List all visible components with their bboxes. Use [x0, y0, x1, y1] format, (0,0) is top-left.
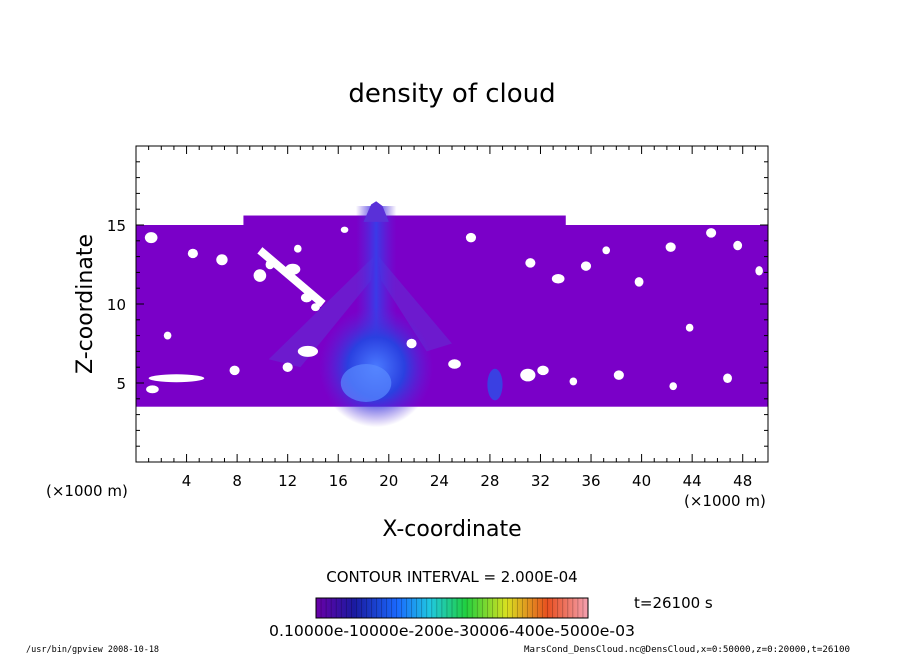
x-tick-label: 8	[232, 472, 242, 490]
cloud-gap-28	[613, 370, 624, 380]
y-tick-label: 5	[116, 375, 126, 393]
colorbar-levels	[320, 598, 584, 618]
cloud-gap-27	[569, 377, 578, 386]
cloud-gap-0	[144, 232, 158, 244]
cloud-top-strip	[243, 215, 566, 225]
x-tick-label: 4	[182, 472, 192, 490]
cloud-gap-10	[551, 273, 565, 284]
axis-ticks	[136, 146, 768, 462]
cloud-gap-19	[146, 385, 159, 394]
x-tick-label: 20	[379, 472, 398, 490]
cloud-gap-7	[311, 303, 320, 312]
cloud-gap-18	[148, 374, 205, 383]
cloud-gap-1	[187, 248, 198, 259]
cloud-field-region	[136, 225, 768, 407]
cloud-gap-30	[723, 373, 732, 384]
cloud-gap-14	[665, 242, 676, 252]
cloud-gap-24	[448, 359, 461, 369]
y-tick-label: 10	[107, 296, 126, 314]
chart-title: density of cloud	[348, 79, 555, 109]
cloud-core-bright	[340, 364, 392, 402]
cloud-gap-20	[297, 345, 319, 357]
x-tick-label: 16	[329, 472, 348, 490]
cloud-gap-34	[340, 226, 349, 233]
cloud-gap-26	[537, 365, 549, 376]
cloud-gap-16	[733, 240, 743, 251]
x-tick-label: 12	[278, 472, 297, 490]
x-tick-label: 40	[632, 472, 651, 490]
cloud-gap-12	[602, 246, 610, 255]
x-tick-label: 28	[480, 472, 499, 490]
x-unit-right: (×1000 m)	[684, 492, 766, 510]
x-tick-label: 48	[733, 472, 752, 490]
cloud-gap-15	[706, 228, 717, 238]
cloud-gap-33	[294, 244, 302, 253]
x-tick-label: 44	[683, 472, 702, 490]
cloud-gap-29	[669, 382, 677, 391]
cloud-top-peak	[363, 201, 389, 222]
x-tick-label: 24	[430, 472, 449, 490]
y-tick-label: 15	[107, 217, 126, 235]
cloud-gap-3	[253, 269, 267, 282]
x-tick-label: 32	[531, 472, 550, 490]
cloud-gap-25	[520, 368, 536, 382]
cloud-gap-13	[634, 277, 644, 287]
cloud-gap-21	[282, 362, 293, 372]
cloud-gap-17	[755, 266, 763, 276]
cloud-gap-22	[229, 365, 240, 376]
x-axis-label: X-coordinate	[382, 517, 521, 542]
cloud-gap-streak	[257, 247, 326, 308]
cloud-spot-x28	[487, 368, 503, 401]
colorbar-tick-labels: 0.10000e-10000e-200e-30006-400e-5000e-03	[269, 622, 635, 640]
footer-program: /usr/bin/gpview 2008-10-18	[26, 645, 159, 654]
cloud-wing-right	[378, 256, 452, 352]
x-unit-left: (×1000 m)	[46, 482, 128, 500]
y-tick-labels: 5 10 15	[107, 217, 126, 393]
cloud-gap-9	[525, 258, 536, 268]
cloud-gap-23	[406, 338, 417, 349]
cloud-gap-11	[580, 261, 592, 271]
cloud-gap-2	[216, 254, 228, 266]
y-axis-label: Z-coordinate	[73, 234, 98, 374]
cloud-gaps	[144, 226, 763, 394]
cloud-density-field	[136, 201, 768, 428]
time-label: t=26100 s	[634, 594, 713, 612]
cloud-gap-8	[465, 232, 477, 243]
x-tick-label: 36	[581, 472, 600, 490]
cloud-gap-32	[685, 323, 694, 332]
cloud-wing-left	[268, 256, 374, 368]
x-tick-labels: 4 8 12 16 20 24 28 32 36 40 44 48	[182, 472, 752, 490]
footer-source: MarsCond_DensCloud.nc@DensCloud,x=0:5000…	[524, 645, 850, 654]
cloud-gap-31	[163, 331, 172, 340]
contour-interval: CONTOUR INTERVAL = 2.000E-04	[326, 568, 577, 586]
